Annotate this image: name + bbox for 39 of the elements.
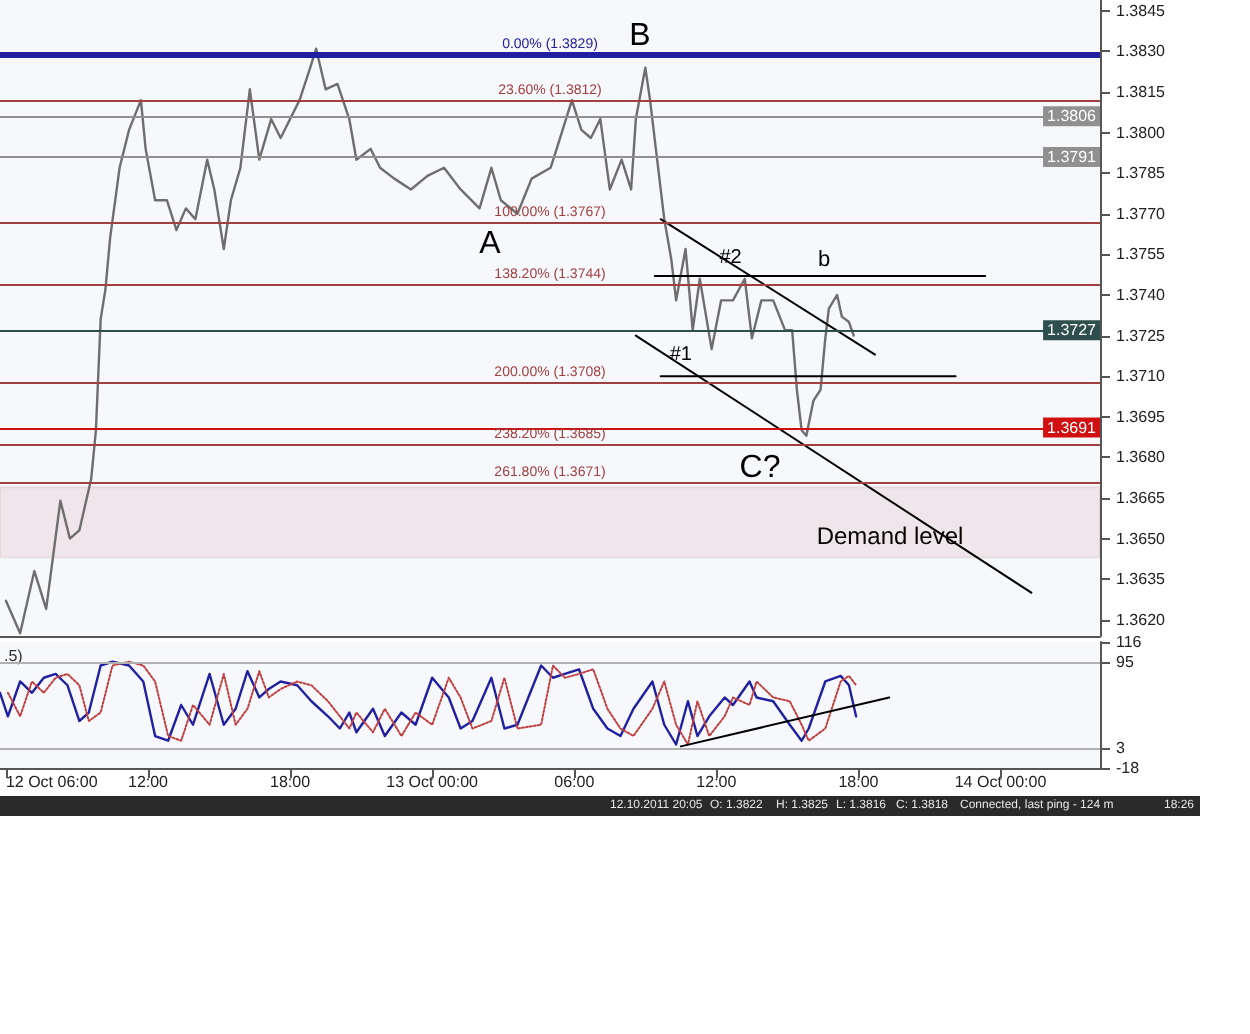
y-tick-label: 1.3650 xyxy=(1116,529,1167,548)
y-tick-label: 1.3725 xyxy=(1116,326,1167,345)
x-tick-label: 18:00 xyxy=(270,773,312,791)
y-tick-label: 1.3770 xyxy=(1116,204,1167,223)
y-tick-label: 95 xyxy=(1116,652,1135,671)
y-tick-label: 116 xyxy=(1116,633,1143,651)
ref-line-label: 1.3727 xyxy=(1047,321,1098,340)
x-tick-label: 18:00 xyxy=(838,773,880,791)
y-tick-label: 1.3680 xyxy=(1116,448,1167,467)
y-tick-label: 1.3785 xyxy=(1116,164,1167,183)
annotation: b xyxy=(817,248,831,272)
y-tick-label: 1.3665 xyxy=(1116,488,1167,507)
annotation: B xyxy=(629,19,651,53)
y-tick-label: 1.3635 xyxy=(1116,570,1167,589)
y-tick-label: 1.3845 xyxy=(1116,1,1167,20)
x-tick-label: 12:00 xyxy=(127,773,170,791)
y-tick-label: 1.3710 xyxy=(1116,367,1167,386)
y-tick-label: 1.3800 xyxy=(1116,123,1167,142)
x-tick-label: 12:00 xyxy=(696,773,738,791)
annotation: A xyxy=(479,227,502,261)
annotation: .5) xyxy=(4,647,24,665)
x-tick-label: 14 Oct 00:00 xyxy=(954,773,1048,791)
annotation: #2 xyxy=(719,246,743,269)
y-tick-label: 1.3740 xyxy=(1116,286,1167,304)
x-tick-label: 13 Oct 00:00 xyxy=(386,773,480,791)
x-tick-label: 12 Oct 06:00 xyxy=(5,773,99,791)
ref-line-label: 1.3691 xyxy=(1047,418,1098,437)
annotation: C? xyxy=(739,451,781,485)
annotation: #1 xyxy=(669,344,693,367)
x-tick-label: 06:00 xyxy=(554,773,596,791)
y-tick-label: 3 xyxy=(1116,739,1126,758)
y-tick-label: 1.3815 xyxy=(1116,83,1167,102)
y-tick-label: 1.3620 xyxy=(1116,610,1167,629)
ref-line-label: 1.3806 xyxy=(1047,107,1098,126)
y-tick-label: -18 xyxy=(1116,759,1141,777)
y-tick-label: 1.3830 xyxy=(1116,42,1167,61)
y-tick-label: 1.3755 xyxy=(1116,245,1167,264)
ref-line-label: 1.3791 xyxy=(1047,147,1098,166)
y-tick-label: 1.3695 xyxy=(1116,407,1167,426)
